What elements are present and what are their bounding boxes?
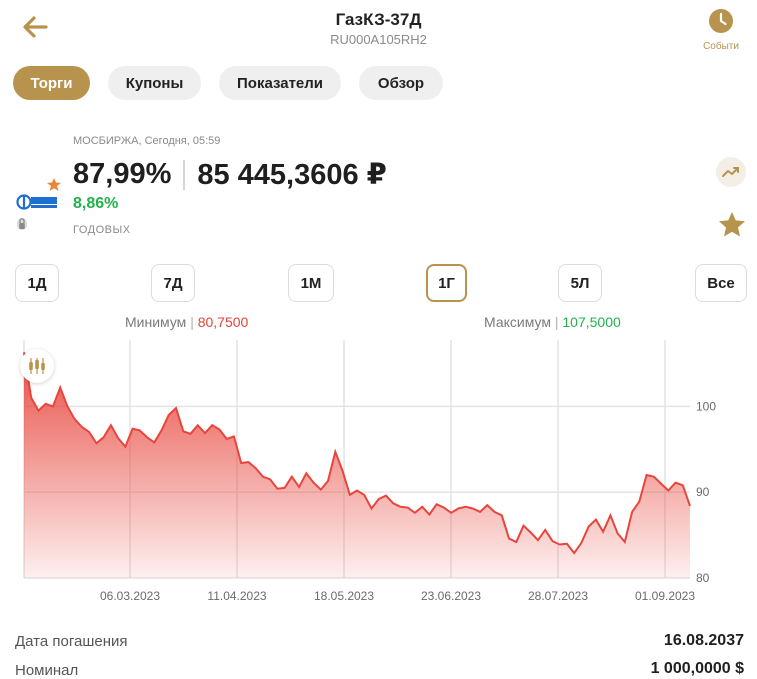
y-tick-label: 100 xyxy=(696,399,716,413)
x-tick-label: 23.06.2023 xyxy=(421,589,481,603)
range-max-value: 107,5000 xyxy=(562,314,621,330)
y-tick-label: 90 xyxy=(696,485,710,499)
period-1d[interactable]: 1Д xyxy=(15,264,59,302)
y-tick-label: 80 xyxy=(696,571,710,585)
period-1m[interactable]: 1М xyxy=(288,264,334,302)
events-label: Событи xyxy=(703,41,739,52)
yield-value: 8,86% xyxy=(73,195,119,212)
nominal-value: 1 000,0000 $ xyxy=(650,660,744,677)
isin-code: RU000A105RH2 xyxy=(330,32,427,47)
x-tick-label: 01.09.2023 xyxy=(635,589,695,603)
range-min-value: 80,7500 xyxy=(197,314,249,330)
clock-icon xyxy=(709,9,733,33)
tab-trading[interactable]: Торги xyxy=(13,66,90,100)
page-title: ГазКЗ-37Д xyxy=(335,10,422,29)
candles-toggle-button[interactable] xyxy=(20,349,54,383)
price-line: 87,99% 85 445,3606 ₽ xyxy=(73,157,387,192)
tab-overview[interactable]: Обзор xyxy=(359,66,443,100)
period-7d[interactable]: 7Д xyxy=(151,264,195,302)
x-tick-label: 18.05.2023 xyxy=(314,589,374,603)
range-max-label: Максимум xyxy=(484,314,551,330)
nominal-label: Номинал xyxy=(15,662,79,679)
x-tick-label: 11.04.2023 xyxy=(207,589,266,603)
chart-area xyxy=(24,352,690,578)
favorite-button[interactable] xyxy=(717,210,747,240)
maturity-date-value: 16.08.2037 xyxy=(663,632,744,649)
range-max: Максимум | 107,5000 xyxy=(484,314,621,330)
trend-up-icon xyxy=(722,167,739,177)
range-divider: | xyxy=(190,314,194,330)
trend-button[interactable] xyxy=(716,157,746,187)
chart-line xyxy=(23,352,691,555)
price-rub: 85 445,3606 ₽ xyxy=(197,159,387,191)
arrow-left-icon xyxy=(23,16,48,38)
x-tick-label: 06.03.2023 xyxy=(100,589,160,603)
star-icon xyxy=(719,212,745,237)
period-all[interactable]: Все xyxy=(695,264,747,302)
x-tick-label: 28.07.2023 xyxy=(528,589,588,603)
exchange-timestamp: МОСБИРЖА, Сегодня, 05:59 xyxy=(73,135,221,147)
period-5y[interactable]: 5Л xyxy=(558,264,602,302)
range-min: Минимум | 80,7500 xyxy=(125,314,248,330)
gazprom-logo-icon xyxy=(16,178,61,230)
yield-label: ГОДОВЫХ xyxy=(73,224,131,236)
maturity-date-label: Дата погашения xyxy=(15,633,128,650)
back-button[interactable] xyxy=(18,10,52,44)
events-button[interactable]: Событи xyxy=(685,8,757,52)
tab-indicators[interactable]: Показатели xyxy=(219,66,341,100)
issuer-logo xyxy=(14,178,64,238)
range-min-label: Минимум xyxy=(125,314,187,330)
tab-bar: Торги Купоны Показатели Обзор xyxy=(13,66,443,100)
tab-coupons[interactable]: Купоны xyxy=(108,66,201,100)
range-divider: | xyxy=(554,314,559,330)
candlestick-icon xyxy=(29,358,45,374)
period-1y[interactable]: 1Г xyxy=(426,264,467,302)
price-percent: 87,99% xyxy=(73,158,172,190)
price-chart[interactable]: 100 90 80 06.03.2023 11.04.2023 18.05.2023 23… xyxy=(0,340,757,610)
price-divider xyxy=(183,159,186,190)
